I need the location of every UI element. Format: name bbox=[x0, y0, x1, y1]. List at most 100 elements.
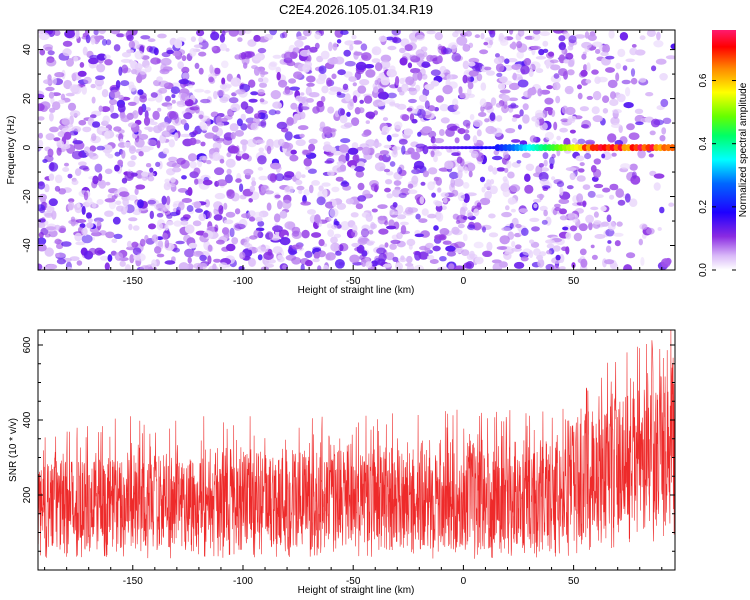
spectrogram-cell bbox=[168, 156, 178, 162]
spectrogram-cell bbox=[166, 214, 173, 219]
spectrogram-cell bbox=[542, 185, 551, 190]
spectrogram-cell bbox=[42, 159, 48, 163]
spectrogram-cell bbox=[463, 133, 471, 141]
spectrogram-cell bbox=[337, 107, 345, 117]
spectrogram-cell bbox=[434, 151, 442, 157]
spectrogram-cell bbox=[117, 103, 126, 113]
spectrogram-cell bbox=[58, 225, 67, 233]
spectrogram-cell bbox=[472, 119, 483, 128]
spectrogram-cell bbox=[206, 159, 212, 165]
spectrogram-cell bbox=[446, 73, 453, 81]
spectrogram-cell bbox=[309, 46, 318, 53]
spectrogram-cell bbox=[53, 30, 61, 36]
spectrogram-cell bbox=[339, 115, 348, 124]
spectrogram-cell bbox=[507, 58, 518, 63]
spectrogram-cell bbox=[511, 117, 518, 122]
spectrogram-cell bbox=[497, 82, 506, 90]
spectrogram-cell bbox=[314, 214, 321, 224]
spectrogram-cell bbox=[183, 122, 190, 131]
spectrogram-cell bbox=[553, 30, 564, 34]
spectrogram-cell bbox=[399, 57, 408, 66]
spectrogram-cell bbox=[140, 35, 151, 40]
spectrogram-cell bbox=[272, 225, 283, 233]
spectrogram-cell bbox=[479, 176, 486, 183]
spectrogram-cell bbox=[229, 123, 239, 132]
spectrogram-cell bbox=[384, 99, 396, 105]
spectrogram-cell bbox=[640, 117, 649, 123]
spectrogram-cell bbox=[330, 242, 341, 252]
spectrogram-cell bbox=[169, 111, 179, 120]
spectrogram-cell bbox=[439, 256, 447, 262]
spectrogram-cell bbox=[476, 202, 482, 208]
spectrogram-cell bbox=[403, 128, 414, 136]
spectrogram-cell bbox=[607, 240, 612, 244]
spectrogram-cell bbox=[474, 34, 481, 39]
spectrogram-cell bbox=[609, 194, 615, 200]
spectrogram-cell bbox=[48, 198, 58, 207]
spectrogram-cell bbox=[649, 130, 656, 136]
spectrogram-cell bbox=[602, 187, 611, 193]
spectrogram-cell bbox=[336, 91, 342, 96]
spectrogram-cell bbox=[480, 82, 487, 91]
spectrogram-cell bbox=[40, 227, 49, 236]
spectrogram-cell bbox=[353, 51, 363, 56]
x-tick-label: -50 bbox=[346, 276, 361, 287]
spectrogram-cell bbox=[98, 127, 109, 132]
spectrogram-cell bbox=[504, 167, 509, 173]
spectrogram-cell bbox=[542, 152, 549, 160]
spectrogram-cell bbox=[616, 221, 623, 227]
spectrogram-cell bbox=[74, 168, 82, 177]
spectrogram-cell bbox=[465, 30, 472, 37]
spectrogram-cell bbox=[502, 176, 508, 182]
spectrogram-cell bbox=[532, 30, 541, 35]
spectrogram-cell bbox=[535, 165, 543, 175]
spectrogram-cell bbox=[400, 224, 407, 235]
spectrogram-cell bbox=[147, 139, 157, 146]
spectrogram-cell bbox=[134, 138, 145, 148]
spectrogram-cell bbox=[52, 101, 61, 111]
spectrogram-cell bbox=[68, 198, 75, 203]
spectrogram-cell bbox=[322, 144, 333, 152]
spectrogram-cell bbox=[193, 44, 203, 48]
spectrogram-cell bbox=[352, 95, 358, 103]
spectrogram-cell bbox=[201, 125, 209, 131]
spectrogram-cell bbox=[326, 223, 333, 229]
spectrogram-cell bbox=[344, 93, 351, 102]
spectrogram-cell bbox=[318, 185, 324, 192]
spectrogram-cell bbox=[221, 60, 229, 69]
spectrogram-cell bbox=[391, 133, 399, 138]
spectrogram-cell bbox=[198, 51, 207, 57]
spectrogram-cell bbox=[175, 240, 185, 245]
spectrogram-cell bbox=[69, 110, 81, 117]
spectrogram-cell bbox=[362, 146, 371, 156]
spectrogram-cell bbox=[395, 262, 403, 270]
spectrogram-cell bbox=[45, 86, 55, 92]
spectrogram-cell bbox=[554, 203, 561, 208]
spectrogram-cell bbox=[456, 36, 468, 46]
spectrogram-cell bbox=[332, 199, 337, 207]
spectrogram-cell bbox=[101, 144, 113, 154]
spectrogram-cell bbox=[623, 102, 634, 109]
spectrogram-cell bbox=[565, 246, 570, 255]
spectrogram-cell bbox=[377, 258, 386, 266]
spectrogram-cell bbox=[123, 203, 128, 213]
spectrogram-cell bbox=[54, 174, 63, 184]
spectrogram-cell bbox=[496, 246, 508, 250]
spectrogram-cell bbox=[300, 106, 310, 111]
spectrogram-cell bbox=[556, 135, 561, 141]
spectrogram-cell bbox=[150, 57, 161, 65]
spectrogram-cell bbox=[218, 205, 224, 215]
spectrogram-cell bbox=[91, 133, 97, 142]
spectrogram-cell bbox=[511, 41, 517, 50]
spectrogram-cell bbox=[504, 58, 510, 64]
spectrogram-cell bbox=[218, 262, 228, 269]
spectrogram-cell bbox=[209, 64, 214, 74]
spectrogram-cell bbox=[357, 238, 368, 245]
spectrogram-cell bbox=[69, 84, 80, 93]
spectrogram-cell bbox=[296, 35, 308, 41]
spectrogram-cell bbox=[507, 197, 516, 205]
spectrogram-cell bbox=[89, 150, 94, 159]
spectrogram-cell bbox=[110, 112, 119, 119]
spectrogram-cell bbox=[70, 216, 76, 222]
